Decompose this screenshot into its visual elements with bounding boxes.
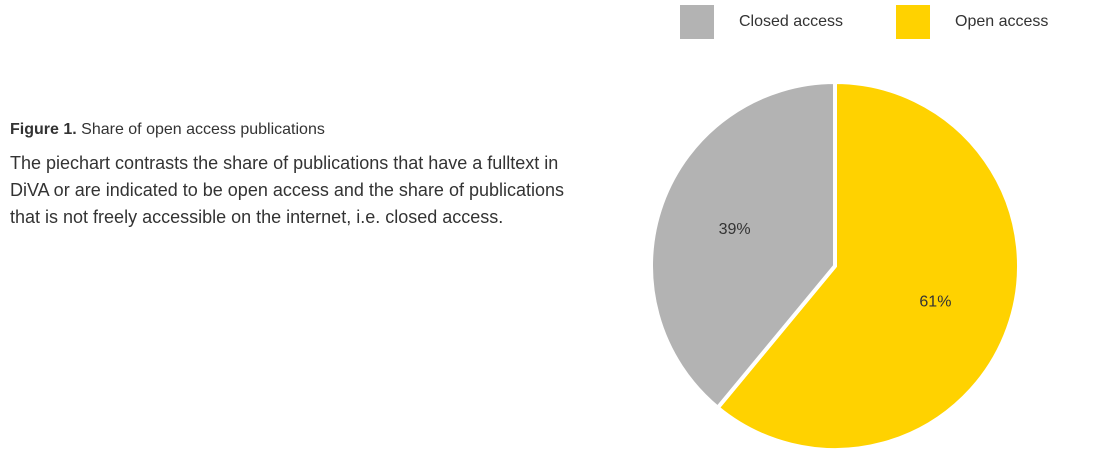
figure-label: Figure 1. [10,121,77,138]
pie-slice-open-access [715,80,1021,452]
legend-swatch-closed-access [680,5,714,39]
legend-label-closed-access: Closed access [739,13,844,30]
figure-caption: Figure 1. Share of open access publicati… [10,118,570,231]
figure-title: Figure 1. Share of open access publicati… [10,118,570,142]
legend-swatch-open-access [896,5,931,39]
figure-title-text: Share of open access publications [81,121,325,138]
pie-slice-closed-access [649,80,837,410]
legend-item-closed-access: Closed access [680,5,843,39]
pie-label-closed-access: 39% [719,221,751,238]
figure-description: The piechart contrasts the share of publ… [10,153,565,227]
chart-legend: Closed access Open access [680,5,1048,39]
legend-label-open-access: Open access [955,13,1049,30]
legend-item-open-access: Open access [896,5,1048,39]
pie-chart: 61% 39% [649,80,1021,452]
pie-label-open-access: 61% [919,293,951,310]
